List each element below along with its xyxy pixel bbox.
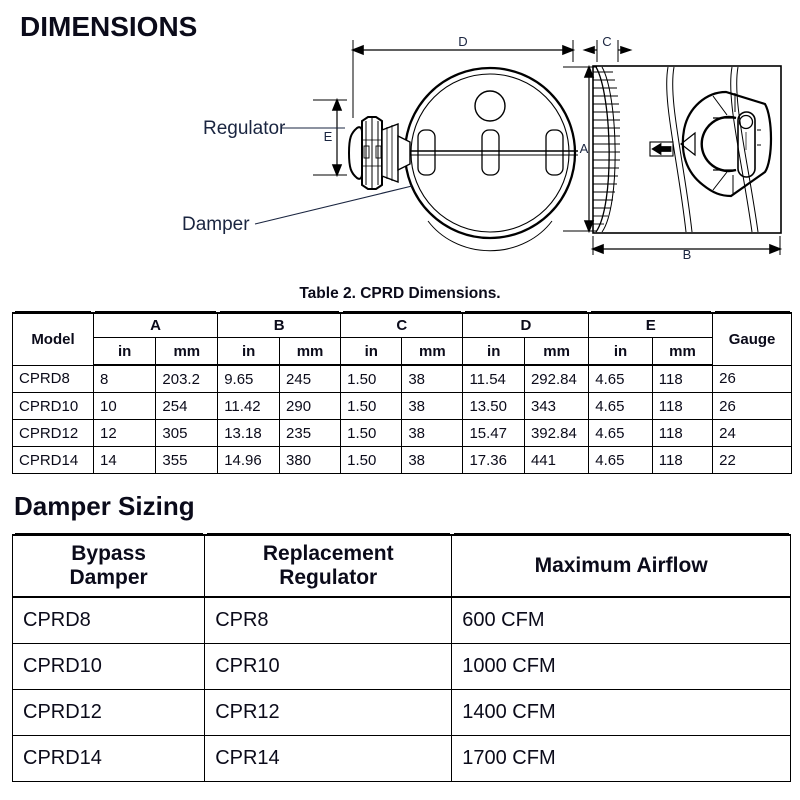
svg-text:E: E [324,129,333,144]
svg-text:Damper: Damper [182,214,250,235]
svg-text:C: C [602,34,611,49]
svg-text:B: B [683,247,692,260]
svg-text:D: D [458,34,467,49]
svg-text:A: A [580,141,589,156]
svg-text:Regulator: Regulator [203,118,286,139]
